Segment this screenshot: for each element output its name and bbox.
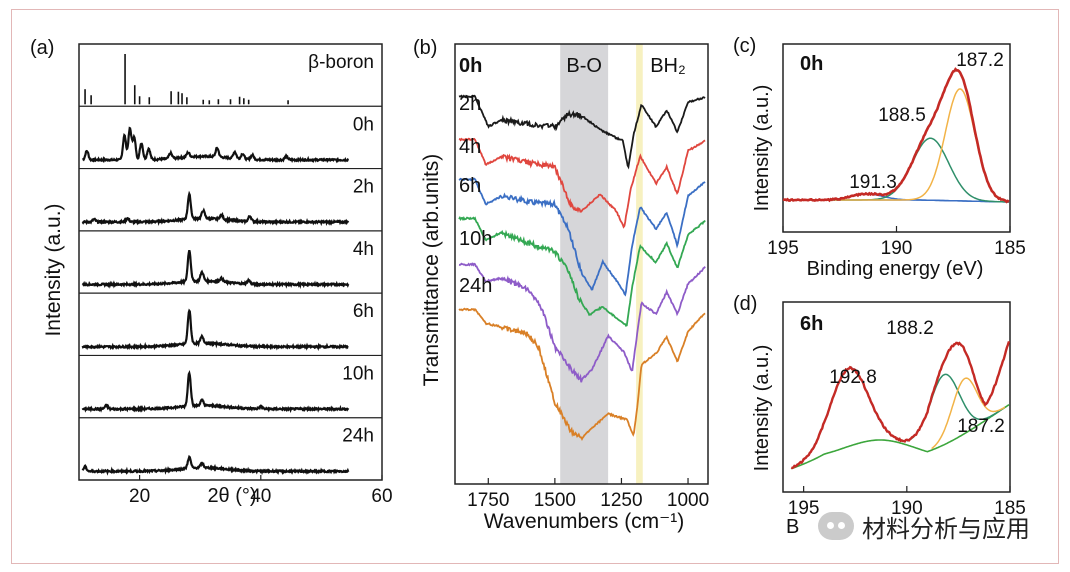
panel-c: 0h 195 190 185 191.3 188.5 187.2 (767, 43, 1026, 259)
panel-c-xtick-label: 195 (767, 238, 799, 259)
panel-b-series-label: 24h (459, 275, 492, 297)
panel-a: 20 40 60 β-boron 0h 2h 4h 6h 10h 24h (78, 43, 393, 507)
panel-d-xlabel: B (786, 516, 799, 538)
panel-a-pattern-line (81, 370, 350, 414)
panel-a-series-label: 0h (353, 114, 374, 135)
panel-a-xlabel: 2θ (°) (207, 485, 256, 507)
panel-b-series-line (458, 216, 706, 327)
panel-a-series-label: 6h (353, 301, 374, 322)
panel-a-xtick-label: 60 (371, 486, 392, 507)
panel-c-xlabel: Binding energy (eV) (807, 258, 984, 280)
panel-b-xtick-label: 1000 (667, 490, 709, 511)
panel-c-xtick-label: 185 (994, 238, 1026, 259)
panel-d-xtick-label: 185 (994, 498, 1026, 519)
panel-a-series-label: 24h (342, 426, 374, 447)
panel-c-peak-label: 191.3 (849, 172, 897, 193)
panel-b-xtick-label: 1750 (467, 490, 509, 511)
panel-d-peak-label: 187.2 (957, 416, 1005, 437)
panel-c-title: 0h (800, 53, 823, 75)
panel-d: 6h 195 190 185 192.8 188.2 187.2 (782, 301, 1026, 519)
panel-a-series-label: 10h (342, 363, 374, 384)
panel-c-peak-label: 187.2 (956, 50, 1004, 71)
panel-d-label: (d) (733, 293, 757, 315)
wechat-icon (818, 512, 854, 540)
panel-b-series-line (458, 177, 706, 297)
panel-b-xlabel: Wavenumbers (cm⁻¹) (484, 510, 685, 533)
bh2-band (636, 44, 643, 484)
panel-b-xtick-label: 1250 (600, 490, 642, 511)
panel-c-xtick-label: 190 (881, 238, 913, 259)
watermark-text: 材料分析与应用 (862, 514, 1030, 543)
panel-a-pattern-line (81, 454, 350, 476)
panel-b-ylabel: Transmittance (arb.units) (420, 154, 443, 387)
panel-a-pattern-line (81, 249, 350, 289)
panel-b: B-O BH₂ 1750 1500 1250 1000 0h 2h 4h 6h 10h 24h (454, 43, 709, 511)
panel-b-series-label: 0h (459, 55, 482, 77)
panel-d-background-line (791, 404, 1010, 470)
panel-a-series-label: 2h (353, 177, 374, 198)
panel-b-label: (b) (413, 37, 437, 59)
panel-b-series-line (458, 94, 706, 170)
panel-a-pattern-line (81, 308, 349, 351)
panel-a-pattern-line (81, 126, 350, 164)
panel-b-series-label: 4h (459, 136, 481, 158)
panel-a-axes-box (78, 43, 383, 481)
panel-d-peak-label: 188.2 (886, 318, 934, 339)
panel-b-axes-box (454, 43, 709, 485)
panel-b-series-line (458, 137, 706, 229)
panel-c-label: (c) (733, 35, 756, 57)
figure-frame (11, 9, 1059, 564)
panel-a-label: (a) (30, 37, 54, 59)
panel-a-xtick-label: 40 (250, 486, 271, 507)
panel-c-ylabel: Intensity (a.u.) (751, 85, 773, 212)
panel-c-envelope (782, 67, 1010, 204)
panel-d-title: 6h (800, 313, 823, 335)
panel-d-fit-yellow (931, 377, 1006, 450)
panel-c-peak-label: 188.5 (878, 105, 926, 126)
panel-b-series-label: 10h (459, 228, 492, 250)
panel-d-envelope (790, 341, 1011, 470)
panel-a-pattern-line (81, 190, 350, 227)
panel-b-series-label: 2h (459, 93, 481, 115)
panel-a-ylabel: Intensity (a.u.) (42, 203, 65, 336)
panel-a-series-label: β-boron (308, 52, 374, 73)
bh2-band-label: BH₂ (650, 55, 686, 77)
panel-b-series-line (458, 262, 706, 383)
panel-d-xtick-label: 195 (788, 498, 820, 519)
panel-b-series-line (458, 307, 706, 441)
panel-d-xtick-label: 190 (891, 498, 923, 519)
panel-d-axes-box (782, 301, 1011, 493)
panel-d-peak-label: 192.8 (829, 367, 877, 388)
panel-d-ylabel: Intensity (a.u.) (751, 345, 773, 472)
panel-a-series-label: 4h (353, 239, 374, 260)
watermark: 材料分析与应用 (818, 506, 1030, 546)
panel-b-series-label: 6h (459, 175, 481, 197)
bo-band-label: B-O (566, 55, 602, 77)
panel-b-xtick-label: 1500 (534, 490, 576, 511)
panel-a-xtick-label: 20 (129, 486, 150, 507)
